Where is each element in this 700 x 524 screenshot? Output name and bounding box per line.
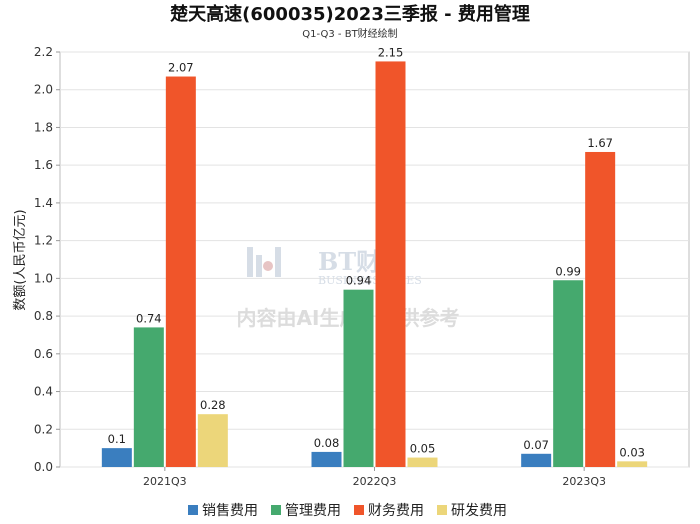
legend-item: 管理费用: [271, 503, 341, 519]
bar: [585, 151, 616, 467]
bars: [101, 61, 648, 467]
y-tick-label: 1.8: [34, 120, 53, 134]
data-label: 0.99: [555, 264, 581, 278]
data-label: 0.03: [619, 445, 645, 459]
data-label: 0.74: [136, 311, 162, 325]
bt-logo-icon: [247, 247, 281, 277]
legend-item: 财务费用: [354, 503, 424, 519]
bar: [553, 280, 584, 467]
y-tick-label: 2.2: [34, 45, 53, 59]
data-label: 0.94: [346, 274, 372, 288]
legend-swatch: [437, 505, 447, 515]
plot-area: [59, 51, 690, 468]
bar: [165, 76, 196, 467]
y-axis-label: 数额(人民币亿元): [13, 209, 28, 310]
y-tick-label: 1.6: [34, 158, 53, 172]
x-tick-label: 2022Q3: [353, 475, 397, 488]
y-tick-label: 2.0: [34, 83, 53, 97]
x-axis: 2021Q3 2022Q3 2023Q3: [143, 467, 606, 488]
bar: [133, 327, 164, 467]
y-tick-label: 0.4: [34, 385, 53, 399]
plot-frame: [59, 51, 690, 468]
legend-swatch: [188, 505, 198, 515]
bar: [521, 453, 552, 467]
bar: [617, 461, 648, 467]
bar: [407, 457, 438, 467]
bar: [101, 448, 132, 467]
data-label: 0.05: [410, 442, 436, 456]
data-label: 2.07: [168, 61, 194, 75]
chart-title: 楚天高速(600035)2023三季报 - 费用管理: [170, 3, 530, 25]
y-tick-label: 0.0: [34, 460, 53, 474]
bar: [197, 414, 228, 467]
legend-label: 研发费用: [451, 503, 507, 519]
y-axis: 0.0 0.2 0.4 0.6 0.8 1.0 1.2 1.4 1.6 1.8 2.0 2.2: [34, 45, 60, 474]
y-tick-label: 1.4: [34, 196, 53, 210]
data-label: 1.67: [587, 136, 613, 150]
legend-swatch: [354, 505, 364, 515]
data-label: 0.07: [523, 438, 549, 452]
legend: 销售费用 管理费用 财务费用 研发费用: [188, 503, 507, 519]
y-tick-label: 1.2: [34, 234, 53, 248]
legend-label: 销售费用: [202, 503, 258, 519]
legend-item: 销售费用: [188, 503, 258, 519]
y-tick-label: 1.0: [34, 271, 53, 285]
y-tick-label: 0.6: [34, 347, 53, 361]
legend-label: 管理费用: [285, 503, 341, 519]
bar: [343, 289, 374, 467]
y-tick-label: 0.8: [34, 309, 53, 323]
legend-swatch: [271, 505, 281, 515]
y-tick-label: 0.2: [34, 422, 53, 436]
bar: [311, 451, 342, 467]
data-label: 0.28: [200, 398, 226, 412]
x-tick-label: 2021Q3: [143, 475, 187, 488]
x-tick-label: 2023Q3: [562, 475, 606, 488]
data-label: 2.15: [378, 45, 404, 59]
legend-item: 研发费用: [437, 503, 507, 519]
data-label: 0.1: [108, 432, 126, 446]
bar: [375, 61, 406, 467]
data-label: 0.08: [314, 436, 340, 450]
chart-subtitle: Q1-Q3 - BT财经绘制: [302, 27, 397, 40]
legend-label: 财务费用: [368, 503, 424, 519]
data-labels: 0.1 0.74 2.07 0.28 0.08 0.94 2.15 0.05 0.07 0.99 1…: [108, 45, 645, 459]
